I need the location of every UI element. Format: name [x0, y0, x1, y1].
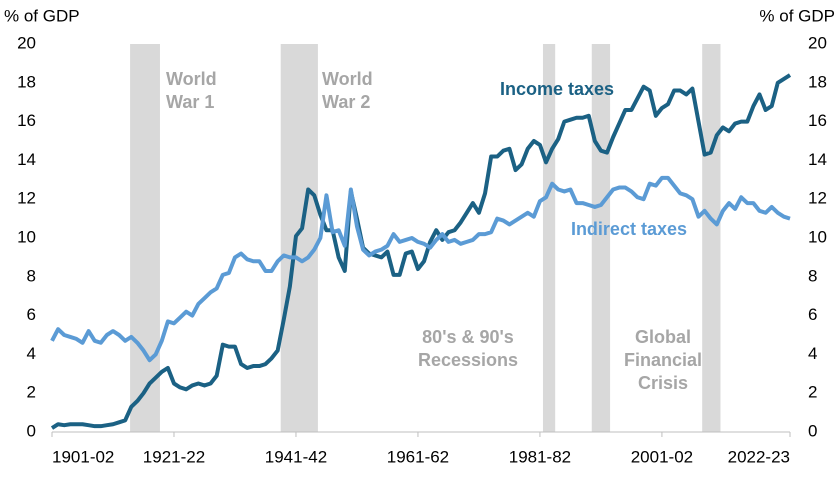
x-tick-label: 2001-02 [631, 447, 693, 466]
x-tick-label: 2022-23 [728, 447, 790, 466]
series-label: Indirect taxes [571, 219, 687, 239]
y-tick-label: 2 [27, 383, 36, 402]
y-tick-label: 10 [17, 227, 36, 246]
y-tick-label: 20 [17, 33, 36, 52]
y2-tick-label: 12 [808, 189, 827, 208]
y-tick-label: 8 [27, 266, 36, 285]
y-axis-label: % of GDP [4, 6, 80, 25]
y-tick-label: 6 [27, 305, 36, 324]
y-tick-label: 18 [17, 72, 36, 91]
y2-tick-label: 18 [808, 72, 827, 91]
annotation: War 2 [322, 92, 370, 112]
y-tick-label: 4 [27, 344, 36, 363]
annotation: War 1 [166, 92, 214, 112]
y2-tick-label: 20 [808, 33, 827, 52]
y-tick-label: 12 [17, 189, 36, 208]
series-line [50, 175, 791, 363]
y2-tick-label: 2 [808, 383, 817, 402]
y-tick-label: 14 [17, 150, 36, 169]
annotation: Financial [624, 350, 702, 370]
y2-axis-label: % of GDP [759, 6, 835, 25]
y-tick-label: 16 [17, 111, 36, 130]
shaded-band [130, 44, 160, 432]
y2-tick-label: 14 [808, 150, 827, 169]
annotation: World [166, 69, 217, 89]
series-label: Income taxes [500, 79, 614, 99]
y-tick-label: 0 [27, 421, 36, 440]
annotation: World [322, 69, 373, 89]
y2-tick-label: 6 [808, 305, 817, 324]
x-tick-label: 1901-02 [52, 447, 114, 466]
shaded-band [542, 44, 556, 432]
x-tick-label: 1981-82 [509, 447, 571, 466]
annotation: Crisis [638, 373, 688, 393]
y2-tick-label: 4 [808, 344, 817, 363]
y2-tick-label: 16 [808, 111, 827, 130]
y2-tick-label: 10 [808, 227, 827, 246]
shaded-band [702, 44, 721, 432]
x-tick-label: 1961-62 [387, 447, 449, 466]
annotation: Global [635, 327, 691, 347]
x-tick-label: 1921-22 [143, 447, 205, 466]
x-tick-label: 1941-42 [265, 447, 327, 466]
annotation: Recessions [418, 350, 518, 370]
annotation: 80's & 90's [422, 327, 514, 347]
shaded-band [280, 44, 318, 432]
series-line [50, 73, 792, 430]
y2-tick-label: 0 [808, 421, 817, 440]
y2-tick-label: 8 [808, 266, 817, 285]
